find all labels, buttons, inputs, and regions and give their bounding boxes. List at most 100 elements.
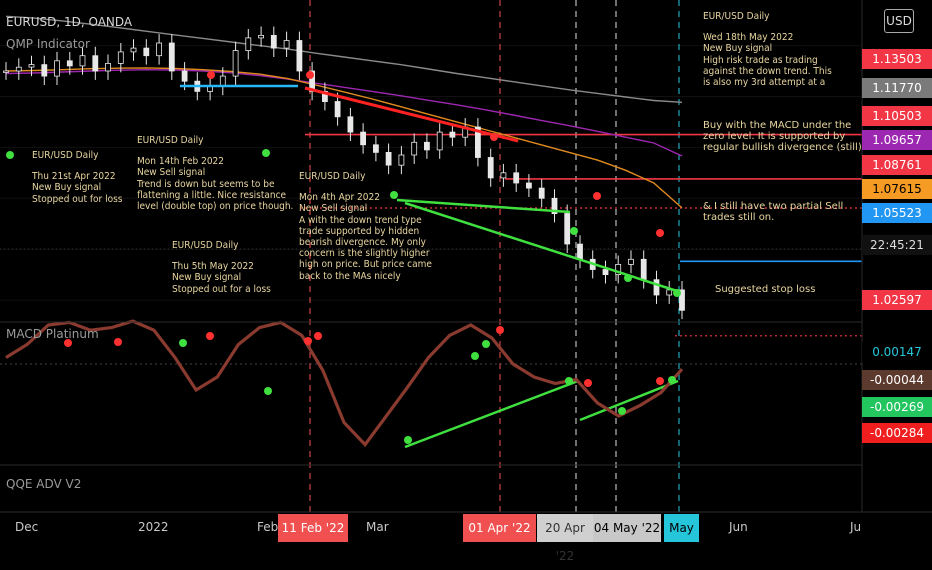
price-tag: 1.07615	[862, 179, 932, 199]
signal-dot	[306, 71, 314, 79]
currency-button[interactable]: USD	[884, 9, 914, 33]
candle-body	[41, 64, 48, 77]
candle-body	[321, 91, 328, 103]
candle-body	[577, 243, 583, 260]
x-label-feb: Feb	[257, 520, 279, 534]
signal-dot	[207, 71, 215, 79]
annotation-may18: EUR/USD Daily Wed 18th May 2022 New Buy s…	[703, 11, 832, 88]
macd-signal-dot	[64, 339, 72, 347]
qqe-indicator-title[interactable]: QQE ADV V2	[6, 477, 82, 491]
macd-indicator-title[interactable]: MACD Platinum	[6, 327, 99, 341]
signal-dot	[624, 274, 632, 282]
price-tag: 1.11770	[862, 78, 932, 98]
candle-body	[487, 157, 494, 179]
candle-body	[283, 40, 290, 49]
x-label-jun: Jun	[729, 520, 748, 534]
price-tag: 22:45:21	[862, 235, 932, 255]
chart-canvas[interactable]	[0, 0, 932, 550]
candle-body	[3, 70, 9, 73]
annotation-heading: EUR/USD Daily	[703, 11, 770, 22]
vertical-markers	[309, 0, 680, 512]
macd-tag: 0.00147	[862, 342, 932, 362]
grid-lines	[0, 45, 862, 301]
price-tag: 1.09657	[862, 130, 932, 150]
candle-body	[117, 51, 124, 64]
symbol-title[interactable]: EURUSD, 1D, OANDA	[6, 15, 133, 29]
price-tag: 1.13503	[862, 49, 932, 69]
qmp-indicator-title[interactable]: QMP Indicator	[6, 37, 90, 51]
candle-body	[92, 55, 99, 72]
annotation-apr21: EUR/USD Daily Thu 21st Apr 2022 New Buy s…	[32, 150, 122, 205]
macd-signal-dot	[618, 407, 626, 415]
signal-dot	[656, 229, 664, 237]
ma-orange-line	[5, 67, 683, 209]
candle-body	[143, 47, 150, 57]
macd-signal-dot	[482, 340, 490, 348]
macd-signal-dot	[565, 377, 573, 385]
macd-line	[5, 319, 684, 448]
annotation-may5: EUR/USD Daily Thu 5th May 2022 New Buy si…	[172, 240, 271, 295]
x-label-dec: Dec	[15, 520, 39, 534]
candle-body	[181, 70, 188, 82]
support-line-2	[404, 201, 678, 293]
candle-body	[602, 269, 609, 275]
macd-signal-dot	[264, 387, 272, 395]
price-tag: 1.10503	[862, 106, 932, 126]
candle-body	[245, 37, 252, 52]
candle-body	[296, 40, 303, 72]
signal-dot	[593, 192, 601, 200]
x-axis-date-highlight: 11 Feb '22	[278, 514, 348, 542]
annotation-body: Thu 21st Apr 2022 New Buy signal Stopped…	[32, 171, 123, 205]
candle-body	[360, 131, 367, 146]
candle-body	[28, 64, 35, 68]
candle-body	[513, 172, 520, 184]
price-tag: 1.02597	[862, 290, 932, 310]
price-tag: 1.05523	[862, 203, 932, 223]
candle-body	[436, 131, 443, 151]
macd-divergence-2	[579, 379, 679, 422]
macd-signal-dot	[496, 326, 504, 334]
candle-body	[347, 116, 354, 133]
macd-signal-dot	[656, 377, 664, 385]
candle-body	[15, 66, 22, 72]
annotation-heading: EUR/USD Daily	[172, 240, 239, 251]
macd-signal-dot	[404, 436, 412, 444]
signal-dot	[262, 149, 270, 157]
moving-averages	[5, 15, 683, 209]
annotation-body: Mon 4th Apr 2022 New Sell signal A with …	[299, 192, 432, 282]
macd-divergence-1	[404, 379, 579, 449]
x-axis-date-highlight: May '22	[664, 514, 699, 563]
candle-body	[54, 60, 60, 77]
annotation-body: Thu 5th May 2022 New Buy signal Stopped …	[172, 261, 271, 295]
candle-body	[168, 42, 175, 72]
ma-purple-line	[5, 68, 683, 157]
candle-body	[258, 35, 265, 39]
ma-gray-line	[5, 15, 683, 103]
signal-dot	[490, 133, 498, 141]
candle-body	[130, 47, 137, 53]
support-line-1	[396, 198, 571, 214]
candle-body	[66, 60, 73, 67]
candle-body	[79, 55, 86, 67]
macd-tag: -0.00044	[862, 370, 932, 390]
x-axis-date-highlight: 20 Apr '22	[537, 514, 593, 563]
annotation-heading: EUR/USD Daily	[32, 150, 99, 161]
candle-body	[232, 50, 239, 77]
macd-signal-dot	[471, 352, 479, 360]
x-axis-date-highlight: 04 May '22	[593, 514, 661, 542]
candle-body	[156, 42, 163, 57]
macd-signal-dot	[304, 337, 312, 345]
candle-body	[666, 289, 673, 296]
candle-body	[270, 35, 277, 49]
annotation-stop-loss: Suggested stop loss	[715, 284, 816, 295]
annotation-apr4: EUR/USD Daily Mon 4th Apr 2022 New Sell s…	[299, 171, 432, 282]
candle-body	[372, 144, 379, 153]
trendlines	[180, 84, 679, 449]
candle-body	[334, 101, 341, 118]
annotation-heading: EUR/USD Daily	[299, 171, 366, 182]
signal-dot	[673, 289, 681, 297]
price-tag: 1.08761	[862, 155, 932, 175]
candle-body	[564, 213, 571, 245]
candle-body	[551, 197, 558, 215]
candle-body	[679, 289, 685, 311]
